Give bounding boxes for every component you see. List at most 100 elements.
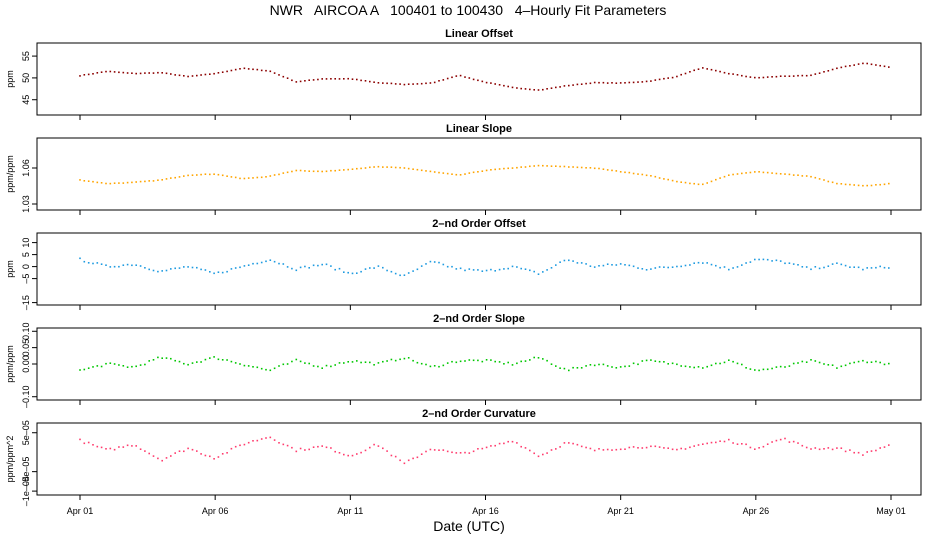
data-point (520, 445, 522, 448)
data-point (879, 447, 881, 449)
data-point (516, 442, 518, 444)
data-point (728, 268, 730, 271)
data-point (671, 179, 674, 182)
y-axis-label: ppm/ppm (5, 155, 15, 193)
data-point (836, 262, 838, 264)
data-point (178, 450, 181, 452)
data-point (559, 86, 561, 88)
data-point (144, 72, 146, 74)
data-point (446, 265, 449, 268)
data-point (879, 64, 881, 67)
data-point (252, 262, 254, 265)
data-point (403, 83, 406, 86)
data-point (209, 271, 211, 273)
data-point (282, 363, 285, 366)
data-point (373, 267, 375, 269)
data-point (580, 262, 583, 264)
data-point (429, 260, 432, 263)
data-point (135, 445, 137, 447)
data-point (360, 79, 362, 82)
data-point (654, 360, 657, 362)
data-point (338, 169, 341, 171)
y-tick-label: 10 (21, 238, 31, 248)
data-point (870, 450, 873, 452)
data-point (810, 175, 812, 178)
data-point (92, 444, 94, 446)
data-point (511, 265, 514, 268)
data-point (92, 180, 94, 183)
data-point (801, 266, 804, 268)
data-point (494, 168, 496, 171)
data-point (291, 446, 293, 449)
data-point (286, 266, 289, 268)
x-tick-label: May 01 (876, 506, 906, 516)
data-point (139, 72, 142, 75)
data-point (589, 167, 592, 169)
data-point (615, 367, 618, 369)
data-point (771, 441, 773, 443)
data-point (278, 365, 280, 367)
data-point (148, 180, 150, 182)
data-point (433, 449, 436, 451)
data-point (728, 438, 730, 441)
data-point (615, 170, 618, 172)
data-point (520, 87, 522, 90)
data-point (399, 166, 401, 169)
data-point (628, 365, 631, 367)
data-point (321, 78, 323, 80)
data-point (152, 269, 155, 272)
data-point (399, 358, 401, 361)
y-tick-label: 50 (21, 73, 31, 83)
data-point (736, 266, 739, 268)
y-axis-label: ppm (5, 260, 15, 278)
data-point (749, 76, 752, 78)
data-point (343, 169, 345, 171)
data-point (122, 182, 125, 184)
data-point (507, 267, 509, 270)
data-point (723, 266, 726, 268)
data-point (749, 261, 752, 263)
data-point (771, 260, 773, 262)
data-point (139, 448, 142, 450)
data-point (260, 438, 263, 440)
data-point (632, 172, 635, 175)
data-point (122, 446, 125, 448)
data-point (144, 267, 146, 269)
data-point (183, 450, 185, 453)
data-point (451, 360, 453, 363)
data-point (152, 72, 155, 74)
data-point (382, 360, 384, 363)
data-point (853, 451, 855, 454)
data-point (697, 68, 700, 70)
data-point (187, 174, 189, 177)
data-point (784, 366, 786, 368)
data-point (239, 363, 241, 365)
data-point (645, 174, 648, 177)
data-point (663, 361, 665, 363)
data-point (200, 74, 202, 76)
data-point (230, 176, 233, 178)
data-point (598, 363, 600, 366)
panel-title: 2–nd Order Curvature (422, 408, 536, 420)
data-point (83, 74, 86, 76)
data-point (520, 267, 522, 270)
data-point (568, 369, 570, 372)
data-point (598, 167, 600, 170)
data-point (412, 168, 414, 170)
data-point (559, 446, 561, 448)
data-point (131, 72, 133, 74)
data-point (351, 272, 354, 275)
data-point (451, 76, 453, 79)
data-point (79, 438, 81, 441)
data-point (507, 440, 509, 443)
data-point (550, 449, 553, 451)
data-point (472, 450, 475, 453)
data-point (667, 447, 669, 449)
data-point (239, 68, 241, 70)
data-point (758, 447, 760, 449)
data-point (732, 360, 734, 363)
data-point (226, 359, 228, 361)
data-point (805, 74, 808, 77)
data-point (472, 78, 475, 81)
data-point (719, 70, 721, 73)
